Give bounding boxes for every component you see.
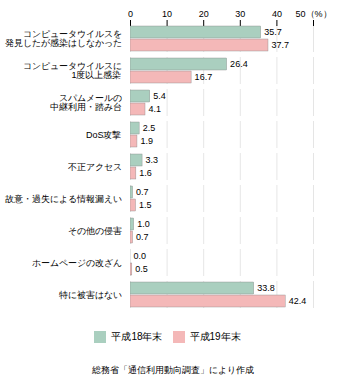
svg-text:故意・過失による情報漏えい: 故意・過失による情報漏えい [5,194,122,204]
svg-text:DoS攻撃: DoS攻撃 [86,130,122,140]
svg-text:30: 30 [235,9,245,19]
svg-text:42.4: 42.4 [289,296,307,306]
svg-text:ホームページの改ざん: ホームページの改ざん [32,258,122,268]
svg-text:0: 0 [128,9,133,19]
svg-text:1.0: 1.0 [137,219,150,229]
svg-text:1.9: 1.9 [140,136,153,146]
html-text:平成18年末: 平成18年末 [111,330,163,342]
svg-text:1.5: 1.5 [139,200,152,210]
svg-text:26.4: 26.4 [230,59,248,69]
svg-text:40: 40 [272,9,282,19]
svg-text:1.6: 1.6 [139,168,152,178]
svg-text:3.3: 3.3 [146,155,159,165]
svg-text:2.5: 2.5 [143,123,156,133]
svg-text:33.8: 33.8 [257,283,275,293]
svg-text:0.0: 0.0 [134,251,147,261]
svg-text:特に被害はない: 特に被害はない [59,290,122,300]
svg-text:5.4: 5.4 [153,91,166,101]
svg-text:コンピュータウイルスを発見したが感染はしなかった: コンピュータウイルスを発見したが感染はしなかった [5,29,122,48]
html-text:平成19年末: 平成19年末 [189,330,241,342]
svg-text:50（%）: 50（%） [295,9,331,19]
svg-text:コンピュータウイルスに1度以上感染: コンピュータウイルスに1度以上感染 [23,61,122,80]
svg-text:10: 10 [162,9,172,19]
svg-text:4.1: 4.1 [149,104,162,114]
svg-text:0.7: 0.7 [136,232,149,242]
svg-text:37.7: 37.7 [271,40,289,50]
svg-text:0.7: 0.7 [136,187,149,197]
svg-text:35.7: 35.7 [264,27,282,37]
svg-text:その他の侵害: その他の侵害 [68,226,122,236]
svg-text:16.7: 16.7 [195,72,213,82]
svg-text:スパムメールの中継利用・踏み台: スパムメールの中継利用・踏み台 [50,93,122,112]
svg-text:20: 20 [199,9,209,19]
html-text:総務省「通信利用動向調査」により作成: 総務省「通信利用動向調査」により作成 [91,365,254,375]
svg-text:不正アクセス: 不正アクセス [68,162,122,172]
svg-text:0.5: 0.5 [135,264,148,274]
